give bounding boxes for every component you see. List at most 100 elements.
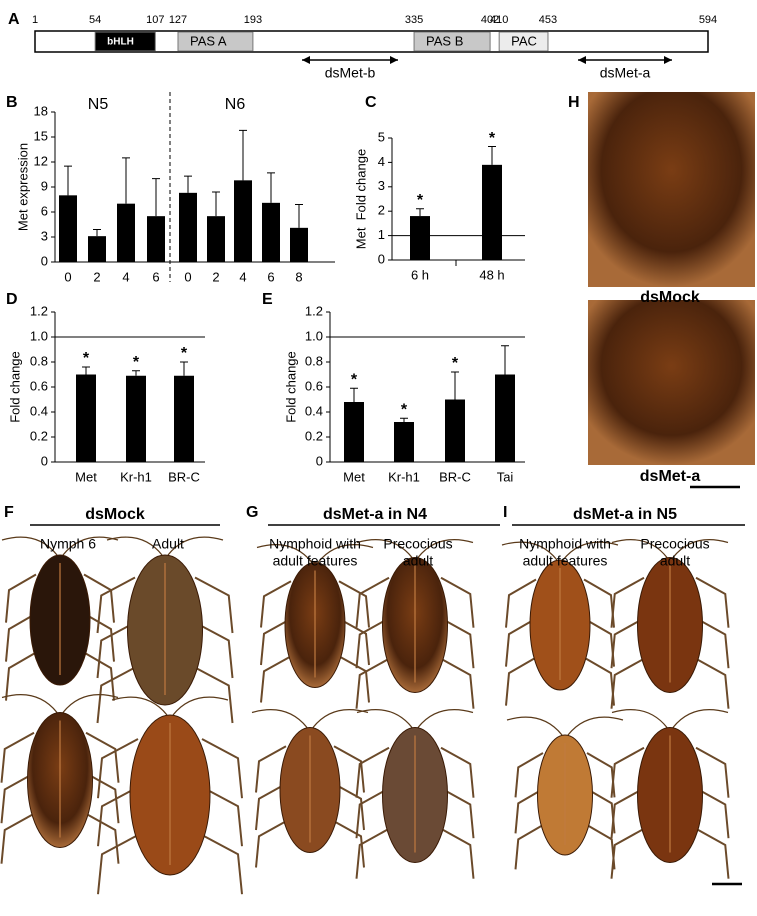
insect-part bbox=[5, 651, 37, 701]
insect-part bbox=[194, 666, 234, 724]
insect-photo bbox=[0, 694, 120, 864]
x-tick-label: 0 bbox=[64, 269, 71, 284]
y-tick-label: 12 bbox=[34, 153, 48, 168]
y-axis-label: Met Fold change bbox=[353, 149, 368, 249]
x-tick-label: 8 bbox=[295, 269, 302, 284]
error-bar bbox=[451, 371, 459, 400]
insect-part bbox=[251, 709, 369, 728]
x-tick-label: 2 bbox=[93, 269, 100, 284]
insect-part bbox=[695, 657, 730, 709]
insect-part bbox=[695, 827, 730, 879]
domain-name: PAC bbox=[511, 33, 537, 48]
bar bbox=[344, 402, 364, 462]
insect-part bbox=[514, 788, 544, 834]
x-tick-label: 48 h bbox=[479, 267, 504, 282]
bar bbox=[126, 375, 146, 462]
photo-group-title: dsMet-a in N5 bbox=[573, 506, 677, 523]
y-tick-label: 9 bbox=[41, 178, 48, 193]
x-tick-label: 4 bbox=[122, 269, 129, 284]
bar bbox=[482, 164, 502, 260]
insect-part bbox=[610, 746, 645, 798]
y-tick-label: 0.4 bbox=[30, 403, 48, 418]
insect-part bbox=[255, 782, 287, 831]
photo-label: dsMet-a bbox=[640, 468, 701, 485]
domain bbox=[413, 31, 491, 52]
insect-part bbox=[501, 541, 619, 561]
x-tick-label: 0 bbox=[184, 269, 191, 284]
insect-part bbox=[260, 655, 292, 703]
insect-photo bbox=[256, 544, 374, 703]
error-bar bbox=[82, 366, 90, 375]
x-tick-label: 6 h bbox=[411, 267, 429, 282]
bar bbox=[410, 216, 430, 260]
x-tick-label: Kr-h1 bbox=[120, 469, 152, 484]
error-bar bbox=[488, 146, 496, 165]
insect-part bbox=[440, 787, 475, 839]
insect-part bbox=[1, 694, 119, 713]
x-tick-label: Met bbox=[75, 469, 97, 484]
insect-part bbox=[83, 612, 115, 662]
insect-part bbox=[255, 820, 287, 868]
panel-letter: I bbox=[503, 504, 507, 521]
y-axis-label: Fold change bbox=[7, 351, 22, 423]
residue-label: 335 bbox=[405, 14, 423, 26]
insect-part bbox=[355, 827, 390, 879]
panel-letter: A bbox=[8, 11, 20, 28]
significance-mark: * bbox=[489, 130, 496, 147]
insect-photo bbox=[1, 536, 119, 701]
domain bbox=[498, 31, 549, 52]
y-tick-label: 4 bbox=[378, 154, 385, 169]
bar bbox=[207, 216, 225, 262]
y-tick-label: 0.6 bbox=[30, 378, 48, 393]
bar bbox=[445, 399, 465, 462]
domain bbox=[177, 31, 254, 52]
domain-name: PAS A bbox=[190, 33, 227, 48]
significance-mark: * bbox=[83, 350, 90, 367]
panel-letter: C bbox=[365, 94, 377, 111]
insect-part bbox=[0, 731, 35, 783]
bar bbox=[495, 374, 515, 462]
column-label: adult bbox=[660, 553, 690, 569]
error-bar bbox=[152, 178, 160, 217]
insect-part bbox=[610, 657, 645, 709]
bar bbox=[179, 192, 197, 262]
bar bbox=[59, 195, 77, 262]
insect-part bbox=[96, 621, 136, 679]
insect-photo bbox=[355, 539, 475, 709]
insect-part bbox=[610, 617, 645, 669]
insect-part bbox=[695, 746, 730, 798]
insect-part bbox=[695, 787, 730, 839]
group-title: N6 bbox=[225, 96, 246, 113]
insect-part bbox=[610, 576, 645, 628]
insect-part bbox=[695, 617, 730, 669]
y-tick-label: 18 bbox=[34, 103, 48, 118]
column-label: Precocious bbox=[383, 536, 452, 552]
residue-label: 1 bbox=[32, 14, 38, 26]
y-tick-label: 0.2 bbox=[305, 428, 323, 443]
bar bbox=[262, 202, 280, 262]
domain-name: PAS B bbox=[426, 33, 463, 48]
y-tick-label: 0 bbox=[378, 251, 385, 266]
y-tick-label: 1.2 bbox=[30, 303, 48, 318]
significance-mark: * bbox=[351, 371, 358, 388]
insect-part bbox=[256, 544, 374, 563]
panel-letter: B bbox=[6, 94, 18, 111]
insect-part bbox=[440, 827, 475, 879]
y-axis-label: Fold change bbox=[283, 351, 298, 423]
error-bar bbox=[122, 157, 130, 204]
insect-part bbox=[356, 539, 474, 558]
photo-group-title: dsMet-a in N4 bbox=[323, 506, 427, 523]
y-tick-label: 1.0 bbox=[30, 328, 48, 343]
column-label: Nymphoid with bbox=[519, 536, 611, 552]
x-tick-label: 4 bbox=[239, 269, 246, 284]
error-bar bbox=[239, 129, 247, 181]
panel-letter: G bbox=[246, 504, 258, 521]
insect-part bbox=[610, 827, 645, 879]
insect-photo bbox=[610, 709, 730, 879]
column-label: adult features bbox=[273, 553, 358, 569]
insect-part bbox=[514, 824, 544, 870]
insect-part bbox=[111, 696, 229, 716]
error-bar bbox=[501, 345, 509, 375]
photo bbox=[588, 300, 755, 465]
